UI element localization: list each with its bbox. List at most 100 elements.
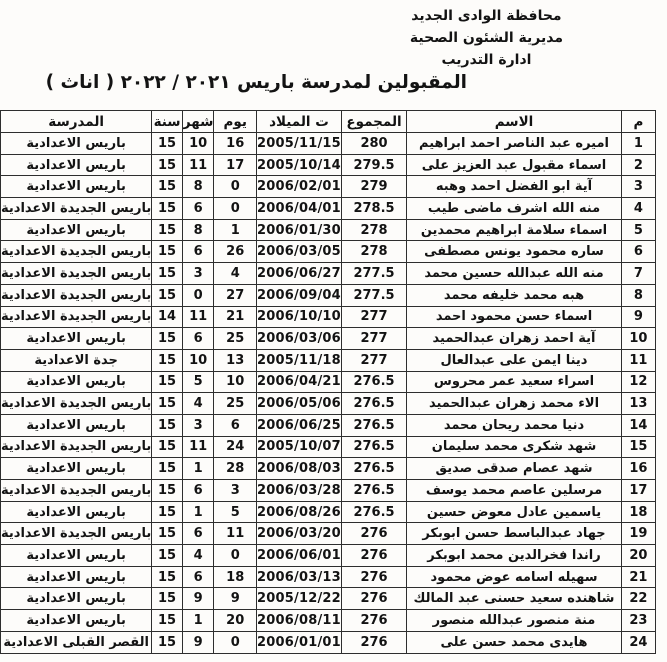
header-month: شهر — [181, 110, 215, 133]
student-name: شاهنده سعيد حسنى عبد المالك — [406, 587, 622, 611]
age-day: 11 — [213, 522, 258, 546]
total-score: 278 — [340, 218, 408, 242]
total-score: 276.5 — [340, 479, 408, 502]
school-name: باريس الاعدادية — [0, 565, 153, 589]
age-year: 14 — [151, 305, 183, 329]
table-row: 14 دنيا محمد ريحان محمد 276.5 2006/06/25 6 3 1… — [0, 413, 657, 437]
total-score: 276.5 — [340, 435, 408, 459]
table-row: 19 جهاد عبدالباسط حسن ابوبكر 276 2006/03/20… — [0, 522, 657, 546]
total-score: 276.5 — [340, 370, 408, 394]
age-month: 1 — [181, 500, 215, 524]
letterhead: محافظة الوادى الجديد مديرية الشئون الصحي… — [410, 5, 563, 71]
age-year: 15 — [151, 500, 183, 524]
row-number: 6 — [620, 240, 657, 264]
age-year: 15 — [151, 435, 183, 459]
age-day: 27 — [213, 283, 258, 307]
school-name: باريس الاعدادية — [0, 587, 153, 611]
birth-date: 2006/03/06 — [256, 327, 342, 350]
table-row: 24 هايدى محمد حسن على 276 2006/01/01 0 9 15 الق… — [0, 630, 657, 654]
student-name: اسماء حسن محمود احمد — [406, 305, 622, 329]
table-row: 9 اسماء حسن محمود احمد 277 2006/10/10 21 11 14… — [0, 305, 657, 329]
row-number: 13 — [620, 392, 657, 415]
age-year: 15 — [151, 240, 183, 264]
age-year: 15 — [151, 457, 183, 480]
total-score: 277 — [340, 348, 408, 372]
birth-date: 2006/06/27 — [256, 262, 342, 285]
age-day: 1 — [213, 218, 258, 242]
header-name: الاسم — [406, 110, 622, 133]
table-row: 2 اسماء مقبول عبد العزيز على 279.5 2005/10/… — [0, 153, 657, 177]
school-name: باريس الاعدادية — [0, 218, 153, 242]
accepted-students-table: م الاسم المجموع ت الميلاد يوم شهر سنة ال… — [0, 110, 657, 654]
header-total: المجموع — [340, 110, 408, 133]
birth-date: 2006/03/20 — [256, 522, 342, 546]
age-year: 15 — [151, 630, 183, 654]
table-row: 10 آية احمد زهران عبدالحميد 277 2006/03/06 2… — [0, 327, 657, 350]
school-name: باريس الاعدادية — [0, 500, 153, 524]
row-number: 16 — [620, 457, 657, 480]
row-number: 1 — [620, 132, 657, 155]
age-month: 9 — [181, 587, 215, 611]
age-day: 24 — [213, 435, 258, 459]
school-name: باريس الجديدة الاعدادية — [0, 283, 153, 307]
row-number: 18 — [620, 500, 657, 524]
row-number: 3 — [620, 175, 657, 199]
birth-date: 2006/01/30 — [256, 218, 342, 242]
age-year: 15 — [151, 609, 183, 632]
birth-date: 2005/12/22 — [256, 587, 342, 611]
birth-date: 2006/03/05 — [256, 240, 342, 264]
total-score: 279.5 — [340, 153, 408, 177]
student-name: منه الله عبدالله حسين محمد — [406, 262, 622, 285]
age-day: 6 — [213, 413, 258, 437]
age-year: 15 — [151, 565, 183, 589]
table-header-row: م الاسم المجموع ت الميلاد يوم شهر سنة ال… — [0, 110, 657, 133]
age-month: 3 — [181, 413, 215, 437]
age-year: 15 — [151, 197, 183, 220]
row-number: 7 — [620, 262, 657, 285]
birth-date: 2005/10/07 — [256, 435, 342, 459]
age-month: 8 — [181, 175, 215, 199]
student-name: جهاد عبدالباسط حسن ابوبكر — [406, 522, 622, 546]
age-day: 16 — [213, 132, 258, 155]
school-name: باريس الاعدادية — [0, 609, 153, 632]
table-row: 23 منة منصور عبدالله منصور 276 2006/08/11 20… — [0, 609, 657, 632]
birth-date: 2005/11/18 — [256, 348, 342, 372]
birth-date: 2006/06/01 — [256, 544, 342, 567]
school-name: باريس الجديدة الاعدادية — [0, 392, 153, 415]
school-name: باريس الجديدة الاعدادية — [0, 197, 153, 220]
age-day: 0 — [213, 630, 258, 654]
letterhead-directorate: مديرية الشئون الصحية — [409, 30, 563, 46]
row-number: 21 — [620, 565, 657, 589]
birth-date: 2006/04/21 — [256, 370, 342, 394]
school-name: باريس الاعدادية — [0, 413, 153, 437]
row-number: 4 — [620, 197, 657, 220]
age-year: 15 — [151, 587, 183, 611]
row-number: 20 — [620, 544, 657, 567]
total-score: 276 — [340, 565, 408, 589]
birth-date: 2006/03/28 — [256, 479, 342, 502]
total-score: 277.5 — [340, 262, 408, 285]
header-number: م — [620, 110, 657, 133]
total-score: 277 — [340, 305, 408, 329]
school-name: باريس الاعدادية — [0, 327, 153, 350]
age-month: 11 — [181, 305, 215, 329]
table-row: 1 اميره عبد الناصر احمد ابراهيم 280 2005/11… — [0, 132, 657, 155]
student-name: آية احمد زهران عبدالحميد — [406, 327, 622, 350]
page-title: المقبولين لمدرسة باريس ٢٠٢١ / ٢٠٢٢ ( انا… — [45, 72, 467, 93]
row-number: 12 — [620, 370, 657, 394]
table-row: 21 سهيله اسامه عوض محمود 276 2006/03/13 18 6 1… — [0, 565, 657, 589]
age-month: 6 — [181, 327, 215, 350]
age-day: 4 — [213, 262, 258, 285]
total-score: 279 — [340, 175, 408, 199]
school-name: جدة الاعدادية — [0, 348, 153, 372]
birth-date: 2006/08/03 — [256, 457, 342, 480]
total-score: 276 — [340, 609, 408, 632]
age-month: 10 — [181, 132, 215, 155]
age-year: 15 — [151, 348, 183, 372]
school-name: باريس الاعدادية — [0, 132, 153, 155]
age-month: 9 — [181, 630, 215, 654]
student-name: منه الله اشرف ماضى طيب — [406, 197, 622, 220]
age-year: 15 — [151, 370, 183, 394]
student-name: سهيله اسامه عوض محمود — [406, 565, 622, 589]
